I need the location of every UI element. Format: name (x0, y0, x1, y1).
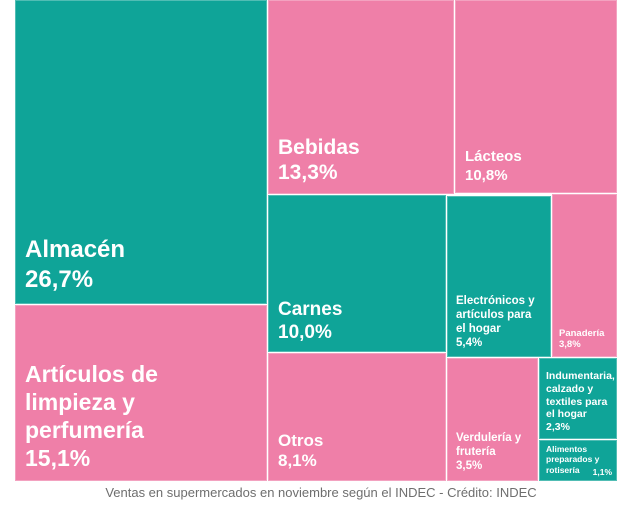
figure-caption: Ventas en supermercados en noviembre seg… (105, 485, 537, 500)
treemap-cell-electronicos: Electrónicos y artículos para el hogar 5… (447, 196, 551, 357)
treemap-cell-alimentos: Alimentos preparados y rotisería 1,1% (539, 440, 617, 481)
cell-label: Verdulería y frutería (456, 431, 522, 458)
treemap-cell-verduleria: Verdulería y frutería 3,5% (447, 358, 538, 481)
cell-value: 1,1% (592, 466, 612, 477)
cell-label: Indumentaria, calzado y textiles para el… (546, 370, 615, 421)
treemap-cell-articulos-limpieza: Artículos de limpieza y perfumería 15,1% (15, 305, 267, 481)
cell-label: Bebidas (278, 135, 360, 159)
treemap-cell-carnes: Carnes 10,0% (268, 195, 446, 352)
cell-value: 5,4% (456, 336, 483, 349)
cell-label: Alimentos preparados y rotisería (546, 444, 600, 475)
cell-label: Electrónicos y artículos para el hogar (456, 294, 535, 335)
cell-value: 3,5% (456, 459, 483, 472)
cell-label: Carnes (278, 298, 343, 320)
cell-label: Panadería (559, 327, 605, 339)
treemap-cell-bebidas: Bebidas 13,3% (268, 0, 454, 194)
cell-value: 8,1% (278, 451, 317, 471)
cell-label: Otros (278, 430, 324, 450)
cell-label: Lácteos (465, 148, 522, 166)
cell-value: 2,3% (546, 421, 570, 434)
cell-value: 10,8% (465, 166, 508, 184)
cell-value: 3,8% (559, 339, 581, 351)
treemap-cell-otros: Otros 8,1% (268, 353, 446, 481)
cell-label: Artículos de limpieza y perfumería (25, 360, 158, 443)
treemap-cell-lacteos: Lácteos 10,8% (455, 0, 617, 193)
treemap-chart: Almacén 26,7% Artículos de limpieza y pe… (15, 0, 617, 481)
cell-value: 26,7% (25, 265, 94, 293)
cell-value: 15,1% (25, 444, 91, 471)
cell-value: 13,3% (278, 161, 338, 185)
treemap-cell-almacen: Almacén 26,7% (15, 0, 267, 304)
cell-label: Almacén (25, 236, 126, 264)
cell-value: 10,0% (278, 321, 332, 343)
treemap-cell-indumentaria: Indumentaria, calzado y textiles para el… (539, 358, 617, 439)
treemap-cell-panaderia: Panadería 3,8% (552, 194, 617, 357)
cell-text: Indumentaria, calzado y textiles para el… (546, 370, 615, 434)
